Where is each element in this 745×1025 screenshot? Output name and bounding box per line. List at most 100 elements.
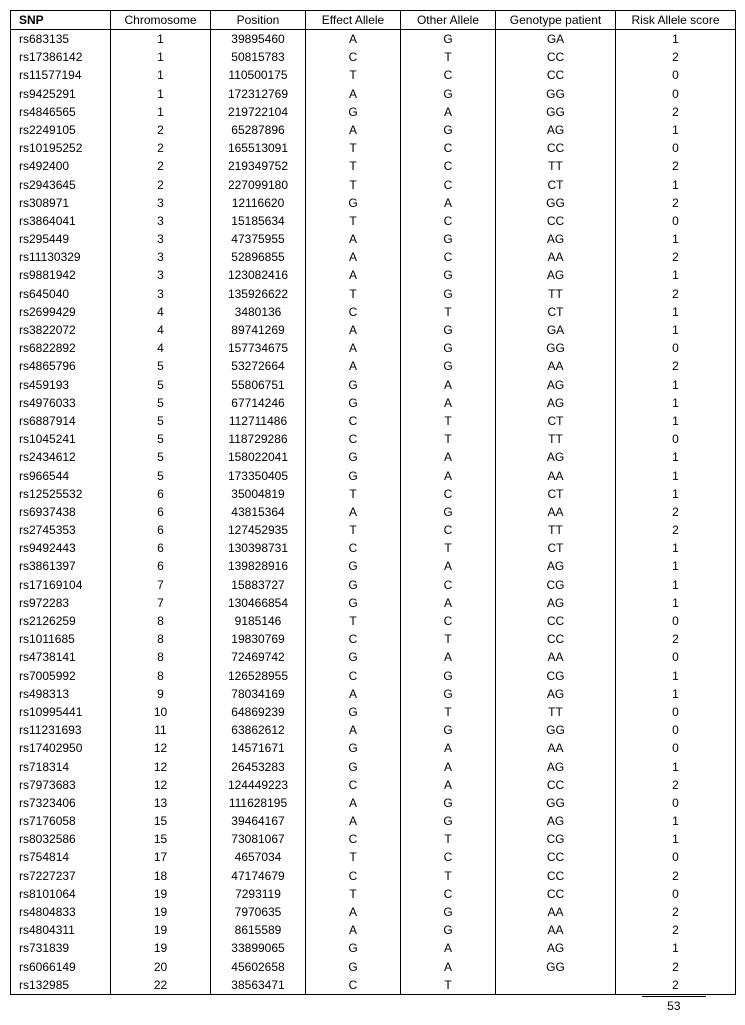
cell: 219349752 xyxy=(211,157,306,175)
cell: 1 xyxy=(616,485,736,503)
cell: 2 xyxy=(616,48,736,66)
cell: CC xyxy=(496,212,616,230)
cell: 172312769 xyxy=(211,85,306,103)
cell: 5 xyxy=(111,467,211,485)
cell: rs10195252 xyxy=(11,139,111,157)
cell: AG xyxy=(496,266,616,284)
cell: G xyxy=(401,903,496,921)
cell: rs17169104 xyxy=(11,576,111,594)
cell: 1 xyxy=(111,103,211,121)
cell: 2 xyxy=(111,121,211,139)
cell: 12 xyxy=(111,739,211,757)
cell: G xyxy=(306,576,401,594)
cell: A xyxy=(306,721,401,739)
cell: 4 xyxy=(111,303,211,321)
cell: G xyxy=(401,503,496,521)
cell: 124449223 xyxy=(211,776,306,794)
cell: A xyxy=(306,921,401,939)
table-row: rs295449347375955AGAG1 xyxy=(11,230,736,248)
table-row: rs4804833197970635AGAA2 xyxy=(11,903,736,921)
cell: rs645040 xyxy=(11,285,111,303)
cell: 18 xyxy=(111,867,211,885)
cell: 2 xyxy=(616,194,736,212)
cell: 64869239 xyxy=(211,703,306,721)
cell: 1 xyxy=(616,394,736,412)
cell: C xyxy=(306,830,401,848)
table-row: rs3864041315185634TCCC0 xyxy=(11,212,736,230)
cell: A xyxy=(401,103,496,121)
cell: 1 xyxy=(616,230,736,248)
cell: A xyxy=(401,739,496,757)
cell: GG xyxy=(496,339,616,357)
cell: AG xyxy=(496,685,616,703)
col-snp: SNP xyxy=(11,11,111,30)
cell: C xyxy=(306,630,401,648)
cell: T xyxy=(401,976,496,995)
cell: C xyxy=(401,212,496,230)
table-row: rs10452415118729286CTTT0 xyxy=(11,430,736,448)
cell: 1 xyxy=(616,303,736,321)
cell: A xyxy=(306,248,401,266)
cell: AA xyxy=(496,648,616,666)
cell: 0 xyxy=(616,139,736,157)
table-row: rs797368312124449223CACC2 xyxy=(11,776,736,794)
cell: C xyxy=(306,867,401,885)
cell: G xyxy=(306,376,401,394)
cell: rs2699429 xyxy=(11,303,111,321)
cell: rs6887914 xyxy=(11,412,111,430)
cell: rs295449 xyxy=(11,230,111,248)
cell: GG xyxy=(496,103,616,121)
cell: rs1011685 xyxy=(11,630,111,648)
table-row: rs4924002219349752TCTT2 xyxy=(11,157,736,175)
cell: AA xyxy=(496,921,616,939)
cell: CC xyxy=(496,848,616,866)
cell: 1 xyxy=(616,539,736,557)
cell: 127452935 xyxy=(211,521,306,539)
table-row: rs2249105265287896AGAG1 xyxy=(11,121,736,139)
cell: CC xyxy=(496,139,616,157)
cell: 8615589 xyxy=(211,921,306,939)
cell: 78034169 xyxy=(211,685,306,703)
cell: 53272664 xyxy=(211,357,306,375)
cell: 0 xyxy=(616,848,736,866)
cell: rs4976033 xyxy=(11,394,111,412)
cell: A xyxy=(401,594,496,612)
cell: T xyxy=(401,830,496,848)
cell: 19 xyxy=(111,939,211,957)
cell: rs6937438 xyxy=(11,503,111,521)
cell: G xyxy=(401,121,496,139)
table-row: rs70059928126528955CGCG1 xyxy=(11,667,736,685)
cell: 0 xyxy=(616,703,736,721)
cell: CC xyxy=(496,48,616,66)
cell: rs498313 xyxy=(11,685,111,703)
cell: rs9425291 xyxy=(11,85,111,103)
cell: 3480136 xyxy=(211,303,306,321)
cell: T xyxy=(306,66,401,84)
cell: 5 xyxy=(111,448,211,466)
cell: rs8032586 xyxy=(11,830,111,848)
cell: G xyxy=(401,339,496,357)
cell: rs9881942 xyxy=(11,266,111,284)
cell: G xyxy=(401,357,496,375)
cell: A xyxy=(401,776,496,794)
table-row: rs269942943480136CTCT1 xyxy=(11,303,736,321)
cell: A xyxy=(401,557,496,575)
cell: 7293119 xyxy=(211,885,306,903)
cell: 5 xyxy=(111,376,211,394)
cell: 15185634 xyxy=(211,212,306,230)
cell: G xyxy=(401,921,496,939)
cell: A xyxy=(306,321,401,339)
cell: 2 xyxy=(111,139,211,157)
cell: rs6822892 xyxy=(11,339,111,357)
cell: CG xyxy=(496,576,616,594)
cell: 130398731 xyxy=(211,539,306,557)
table-row: rs174029501214571671GAAA0 xyxy=(11,739,736,757)
cell: 0 xyxy=(616,648,736,666)
cell: TT xyxy=(496,430,616,448)
cell: 20 xyxy=(111,958,211,976)
cell: 2 xyxy=(616,776,736,794)
cell: rs4846565 xyxy=(11,103,111,121)
cell: 72469742 xyxy=(211,648,306,666)
cell: A xyxy=(401,648,496,666)
col-risk-allele-score: Risk Allele score xyxy=(616,11,736,30)
